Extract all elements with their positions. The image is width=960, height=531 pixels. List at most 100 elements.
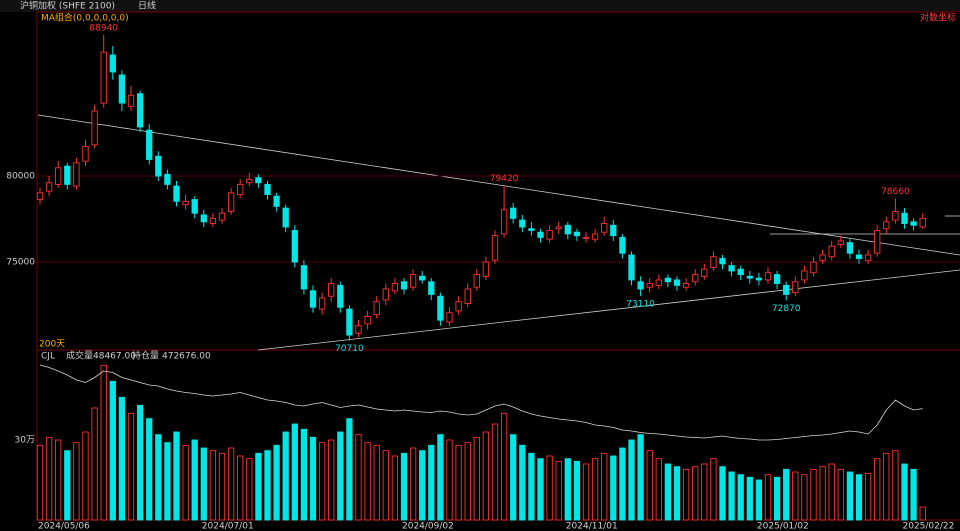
volume-bar bbox=[309, 436, 317, 521]
volume-bar bbox=[864, 472, 872, 521]
legend-value: 48467.00 bbox=[93, 352, 136, 362]
candle-body bbox=[264, 183, 271, 195]
candle-body bbox=[537, 231, 544, 238]
candle-body bbox=[173, 185, 180, 202]
volume-bar bbox=[783, 468, 790, 521]
volume-bar bbox=[582, 463, 590, 521]
volume-bar bbox=[519, 444, 526, 521]
candle-body bbox=[146, 129, 153, 160]
indicator-label[interactable]: MA组合(0,0,0,0,0,0) bbox=[41, 12, 129, 24]
volume-bar bbox=[382, 450, 389, 521]
candle-body bbox=[910, 221, 917, 226]
range-label: 200天 bbox=[39, 340, 65, 350]
candle-body bbox=[792, 281, 799, 294]
volume-bar bbox=[883, 452, 890, 521]
volume-bar bbox=[428, 444, 435, 521]
candle-body bbox=[428, 281, 435, 295]
trend-line bbox=[37, 114, 960, 256]
volume-bar bbox=[264, 450, 271, 521]
x-tick-label: 2025/01/02 bbox=[757, 522, 809, 531]
candle-body bbox=[810, 261, 817, 274]
candle-body bbox=[100, 51, 107, 104]
candle-body bbox=[36, 192, 44, 201]
candle-body bbox=[637, 281, 644, 290]
candle-body bbox=[801, 270, 808, 281]
candle-body bbox=[864, 254, 872, 261]
candle-body bbox=[55, 167, 62, 185]
low-label: 73110 bbox=[626, 300, 655, 310]
candle-body bbox=[191, 199, 198, 214]
volume-bar bbox=[291, 423, 298, 521]
candle-body bbox=[482, 261, 490, 277]
candle-body bbox=[892, 211, 899, 221]
candle-body bbox=[118, 74, 126, 104]
candle-body bbox=[519, 219, 526, 228]
volume-bar bbox=[573, 460, 581, 521]
volume-bar bbox=[737, 474, 744, 521]
y-tick-label: 75000 bbox=[6, 258, 35, 268]
candle-body bbox=[628, 254, 635, 281]
candle-body bbox=[610, 224, 617, 237]
volume-bar bbox=[391, 455, 399, 521]
candle-body bbox=[855, 254, 863, 259]
volume-bar bbox=[555, 460, 562, 521]
volume-bar bbox=[73, 442, 80, 521]
volume-bar bbox=[455, 444, 462, 521]
volume-bar bbox=[919, 506, 926, 521]
candle-body bbox=[746, 275, 753, 279]
volume-bar bbox=[45, 436, 53, 521]
volume-bar bbox=[746, 476, 753, 521]
candle-body bbox=[227, 192, 235, 212]
candle-body bbox=[391, 283, 399, 292]
candle-body bbox=[45, 182, 53, 192]
legend-name: 持仓量 bbox=[132, 350, 159, 362]
volume-bar bbox=[100, 364, 107, 521]
volume-bar bbox=[664, 463, 672, 521]
candle-body bbox=[164, 173, 171, 185]
candle-body bbox=[400, 281, 408, 290]
chart-title[interactable]: 沪铜加权 (SHFE 2100) bbox=[20, 0, 115, 12]
volume-bar bbox=[300, 428, 308, 521]
volume-bar bbox=[591, 458, 599, 521]
scale-label[interactable]: 对数坐标 bbox=[920, 12, 956, 24]
candle-body bbox=[127, 94, 135, 107]
volume-bar bbox=[127, 412, 135, 521]
period[interactable]: 日线 bbox=[138, 0, 156, 12]
volume-bar bbox=[209, 450, 217, 521]
candle-body bbox=[582, 236, 590, 239]
candle-body bbox=[719, 258, 726, 265]
volume-bar bbox=[200, 447, 207, 521]
volume-bar bbox=[146, 418, 153, 521]
volume-bar bbox=[82, 431, 89, 521]
candle-body bbox=[218, 212, 226, 221]
candle-body bbox=[437, 295, 444, 321]
candle-body bbox=[510, 207, 517, 219]
volume-bar bbox=[282, 431, 289, 521]
volume-bar bbox=[500, 412, 508, 521]
candle-body bbox=[255, 177, 262, 184]
candle-body bbox=[901, 212, 908, 224]
candle-body bbox=[555, 226, 562, 230]
y-tick-label: 80000 bbox=[6, 172, 35, 182]
candle-body bbox=[91, 110, 98, 146]
volume-bar bbox=[64, 450, 71, 521]
volume-bar bbox=[755, 479, 763, 521]
candle-body bbox=[846, 242, 854, 254]
candle-body bbox=[464, 288, 471, 305]
candle-body bbox=[473, 274, 480, 288]
candle-body bbox=[564, 224, 571, 235]
volume-bar bbox=[564, 458, 571, 521]
low-label: 70710 bbox=[335, 344, 364, 354]
candle-body bbox=[919, 217, 926, 228]
volume-bar bbox=[273, 444, 280, 521]
volume-bar bbox=[346, 418, 353, 521]
volume-bar bbox=[537, 458, 544, 521]
volume-bar bbox=[901, 463, 908, 521]
candle-body bbox=[883, 221, 890, 230]
candle-body bbox=[682, 283, 690, 288]
legend-name: 成交量 bbox=[66, 350, 93, 362]
volume-bar bbox=[136, 404, 144, 521]
candle-body bbox=[701, 268, 708, 277]
volume-bar bbox=[237, 455, 244, 521]
